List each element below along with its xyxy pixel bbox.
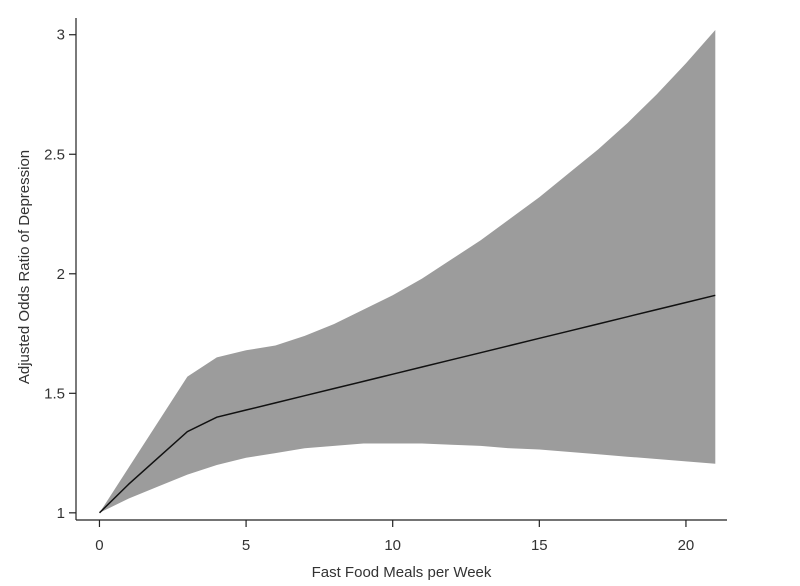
x-tick-label: 5 bbox=[242, 537, 250, 554]
x-tick-label: 15 bbox=[531, 537, 548, 554]
y-tick-label: 3 bbox=[57, 27, 65, 44]
x-axis-ticks: 0 5 10 15 20 bbox=[95, 520, 694, 554]
y-axis-title: Adjusted Odds Ratio of Depression bbox=[16, 150, 33, 384]
x-tick-label: 0 bbox=[95, 537, 103, 554]
y-tick-label: 1 bbox=[57, 505, 65, 522]
confidence-band bbox=[99, 30, 716, 513]
y-tick-label: 2.5 bbox=[44, 146, 65, 163]
x-axis-title: Fast Food Meals per Week bbox=[312, 564, 492, 581]
y-tick-label: 1.5 bbox=[44, 385, 65, 402]
x-tick-label: 10 bbox=[384, 537, 401, 554]
x-tick-label: 20 bbox=[678, 537, 695, 554]
plot-area bbox=[98, 30, 716, 514]
estimate-line bbox=[98, 294, 716, 514]
y-axis-ticks: 1 1.5 2 2.5 3 bbox=[44, 27, 76, 522]
y-tick-label: 2 bbox=[57, 266, 65, 283]
